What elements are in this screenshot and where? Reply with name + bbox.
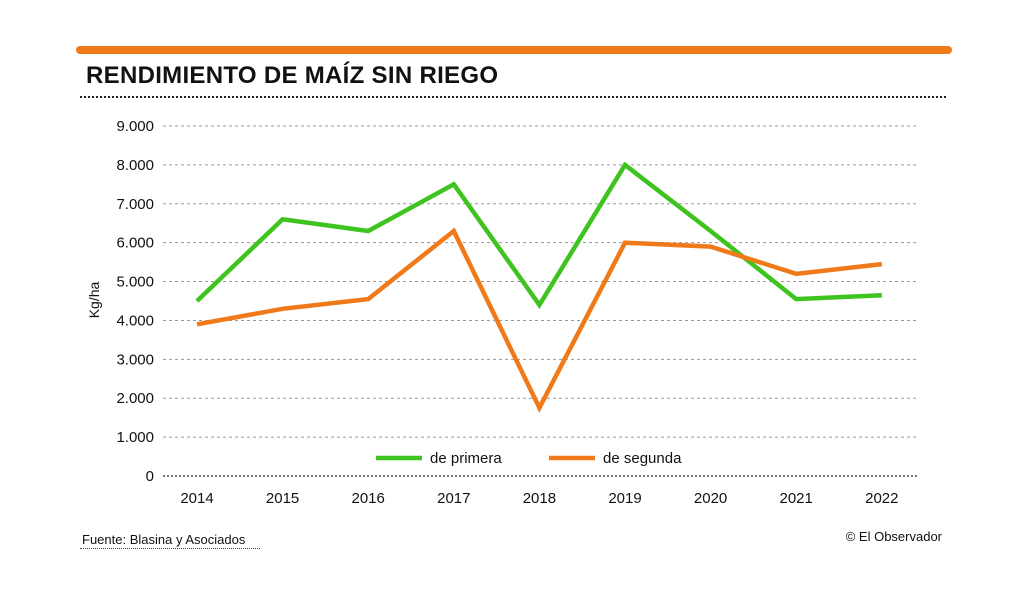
credit-note: © El Observador [845,529,942,544]
y-tick-label: 6.000 [116,235,154,252]
legend-label: de segunda [603,450,682,467]
source-note: Fuente: Blasina y Asociados [82,532,246,547]
y-tick-label: 0 [146,468,154,485]
x-tick-label: 2017 [437,490,470,507]
y-tick-label: 1.000 [116,429,154,446]
series-line-primera [195,161,882,309]
y-tick-label: 7.000 [116,196,154,213]
x-tick-label: 2022 [865,490,898,507]
series-line-segunda [196,227,883,413]
x-tick-label: 2021 [780,490,813,507]
y-tick-label: 9.000 [116,118,154,135]
x-tick-label: 2014 [180,490,213,507]
y-tick-label: 5.000 [116,274,154,291]
series-lines [195,161,883,413]
y-tick-label: 4.000 [116,312,154,329]
x-tick-label: 2020 [694,490,727,507]
chart-title: RENDIMIENTO DE MAÍZ SIN RIEGO [86,62,499,89]
x-tick-labels: 2014 2015 2016 2017 2018 2019 2020 2021 2022 [180,490,898,507]
y-tick-labels: 0 1.000 2.000 3.000 4.000 5.000 6.000 7.000 8.00… [116,118,154,485]
title-divider [80,96,946,98]
x-tick-label: 2019 [608,490,641,507]
legend: de primera de segunda [376,450,682,467]
x-tick-label: 2018 [523,490,556,507]
x-tick-label: 2016 [352,490,385,507]
y-tick-label: 8.000 [116,157,154,174]
footer-divider [80,548,260,549]
accent-bar [76,46,952,54]
y-tick-label: 2.000 [116,390,154,407]
legend-label: de primera [430,450,502,467]
y-axis-label: Kg/ha [86,281,102,318]
y-tick-label: 3.000 [116,351,154,368]
grid-lines [163,125,918,477]
x-tick-label: 2015 [266,490,299,507]
